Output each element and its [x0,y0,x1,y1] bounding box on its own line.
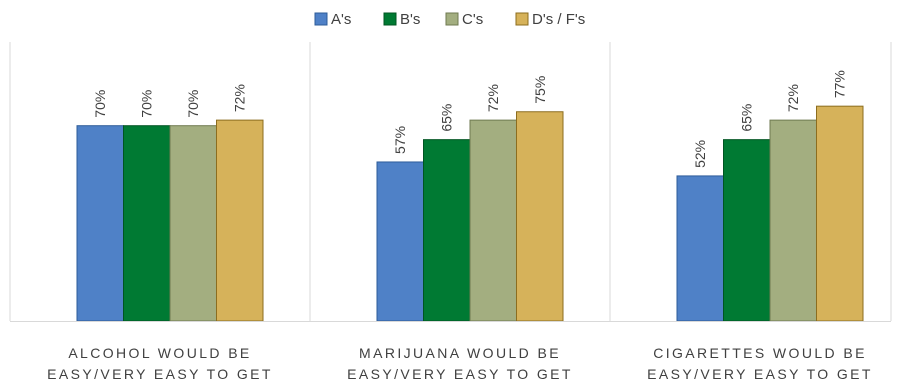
data-label: 70% [92,90,108,118]
legend-swatch [445,12,459,26]
bar [769,119,817,322]
data-label: 70% [185,90,201,118]
bar [516,111,564,322]
bar [376,161,424,322]
bar [216,119,264,322]
data-label: 72% [785,84,801,112]
data-label: 65% [439,104,455,132]
bar [676,175,724,322]
legend-label: D's / F's [532,11,585,28]
bars [76,105,864,322]
data-label: 57% [392,126,408,154]
legend-swatch [383,12,397,26]
category-label: MARIJUANA WOULD BE [359,345,561,361]
value-labels: 70% 70% 70% 72% 57% 65% 72% 75% 52% 65% 72% 77% [92,70,848,168]
bar [723,139,771,322]
category-label: EASY/VERY EASY TO GET [347,366,573,382]
bar [816,105,864,322]
data-label: 75% [532,76,548,104]
legend-swatch [314,12,328,26]
legend-swatch [515,12,529,26]
legend-label: C's [462,11,483,28]
bar [469,119,517,322]
bar [423,139,471,322]
bar [169,125,217,322]
category-label: EASY/VERY EASY TO GET [647,366,873,382]
data-label: 72% [232,84,248,112]
data-label: 52% [692,140,708,168]
legend-label: A's [331,11,351,28]
legend: A's B's C's D's / F's [314,11,585,28]
legend-label: B's [400,11,420,28]
data-label: 65% [739,104,755,132]
category-label: CIGARETTES WOULD BE [653,345,867,361]
data-label: 70% [139,90,155,118]
data-label: 72% [485,84,501,112]
category-label: ALCOHOL WOULD BE [68,345,251,361]
data-label: 77% [832,70,848,98]
bar [123,125,171,322]
panel-dividers [9,42,892,321]
category-labels: ALCOHOL WOULD BE EASY/VERY EASY TO GET MAR… [47,345,873,382]
category-label: EASY/VERY EASY TO GET [47,366,273,382]
bar [76,125,124,322]
